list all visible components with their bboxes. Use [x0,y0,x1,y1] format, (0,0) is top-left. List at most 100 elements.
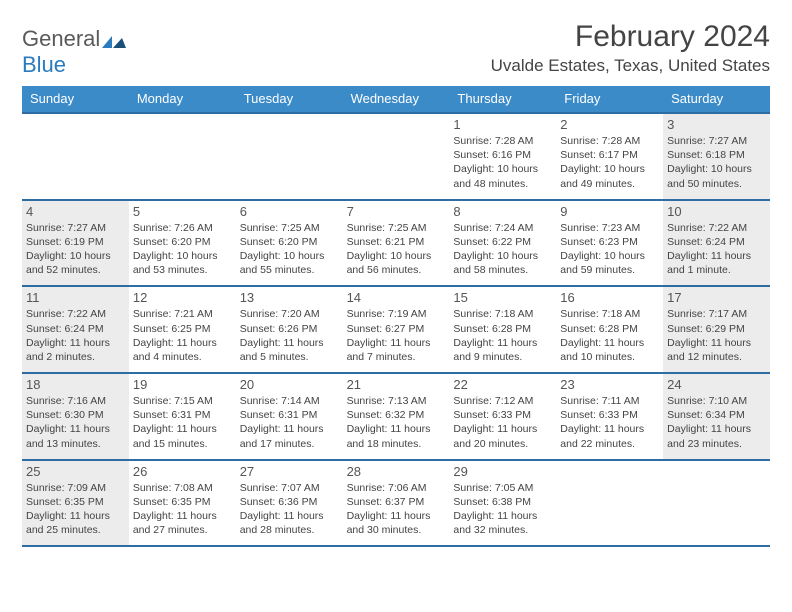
week-row: 18Sunrise: 7:16 AMSunset: 6:30 PMDayligh… [22,372,770,459]
day-detail-sunrise: Sunrise: 7:18 AM [453,307,552,321]
day-detail-sunrise: Sunrise: 7:22 AM [667,221,766,235]
day-number: 17 [667,290,766,305]
day-cell: 25Sunrise: 7:09 AMSunset: 6:35 PMDayligh… [22,461,129,546]
day-detail-dl2: and 2 minutes. [26,350,125,364]
day-detail-dl2: and 10 minutes. [560,350,659,364]
day-detail-dl2: and 52 minutes. [26,263,125,277]
day-cell: 22Sunrise: 7:12 AMSunset: 6:33 PMDayligh… [449,374,556,459]
day-cell: 7Sunrise: 7:25 AMSunset: 6:21 PMDaylight… [343,201,450,286]
day-detail-sunset: Sunset: 6:31 PM [240,408,339,422]
day-detail-dl1: Daylight: 11 hours [347,422,446,436]
logo-text-wrap: General Blue [22,26,128,78]
day-detail-dl1: Daylight: 11 hours [667,249,766,263]
day-detail-sunset: Sunset: 6:27 PM [347,322,446,336]
day-detail-sunrise: Sunrise: 7:17 AM [667,307,766,321]
day-cell-blank [663,461,770,546]
day-detail-dl2: and 59 minutes. [560,263,659,277]
day-detail-sunset: Sunset: 6:35 PM [26,495,125,509]
day-detail-dl2: and 50 minutes. [667,177,766,191]
day-cell-blank [343,114,450,199]
day-cell: 17 Sunrise: 7:17 AMSunset: 6:29 PMDayligh… [663,287,770,372]
day-detail-dl2: and 13 minutes. [26,437,125,451]
day-cell: 9Sunrise: 7:23 AMSunset: 6:23 PMDaylight… [556,201,663,286]
day-detail-dl2: and 53 minutes. [133,263,232,277]
day-cell: 18Sunrise: 7:16 AMSunset: 6:30 PMDayligh… [22,374,129,459]
day-detail-sunrise: Sunrise: 7:20 AM [240,307,339,321]
day-cell: 5Sunrise: 7:26 AMSunset: 6:20 PMDaylight… [129,201,236,286]
day-detail-dl1: Daylight: 11 hours [453,509,552,523]
day-number: 10 [667,204,766,219]
day-detail-sunset: Sunset: 6:23 PM [560,235,659,249]
day-detail-dl2: and 4 minutes. [133,350,232,364]
day-detail-sunrise: Sunrise: 7:19 AM [347,307,446,321]
day-number: 2 [560,117,659,132]
weekday-header: Monday [129,86,236,112]
day-detail-sunrise: Sunrise: 7:08 AM [133,481,232,495]
day-cell: 23Sunrise: 7:11 AMSunset: 6:33 PMDayligh… [556,374,663,459]
day-cell: 29Sunrise: 7:05 AMSunset: 6:38 PMDayligh… [449,461,556,546]
day-detail-sunrise: Sunrise: 7:15 AM [133,394,232,408]
day-cell: 2Sunrise: 7:28 AMSunset: 6:17 PMDaylight… [556,114,663,199]
day-number: 16 [560,290,659,305]
day-number: 4 [26,204,125,219]
day-cell: 24Sunrise: 7:10 AMSunset: 6:34 PMDayligh… [663,374,770,459]
day-cell: 1Sunrise: 7:28 AMSunset: 6:16 PMDaylight… [449,114,556,199]
day-detail-dl2: and 49 minutes. [560,177,659,191]
day-detail-sunset: Sunset: 6:36 PM [240,495,339,509]
week-row: 1Sunrise: 7:28 AMSunset: 6:16 PMDaylight… [22,112,770,199]
day-detail-dl2: and 7 minutes. [347,350,446,364]
day-number: 19 [133,377,232,392]
day-cell: 6Sunrise: 7:25 AMSunset: 6:20 PMDaylight… [236,201,343,286]
week-row: 11Sunrise: 7:22 AMSunset: 6:24 PMDayligh… [22,285,770,372]
day-cell: 28Sunrise: 7:06 AMSunset: 6:37 PMDayligh… [343,461,450,546]
day-detail-sunrise: Sunrise: 7:27 AM [26,221,125,235]
day-detail-sunset: Sunset: 6:33 PM [560,408,659,422]
day-detail-sunset: Sunset: 6:29 PM [667,322,766,336]
day-detail-dl2: and 15 minutes. [133,437,232,451]
day-number: 22 [453,377,552,392]
day-detail-sunrise: Sunrise: 7:06 AM [347,481,446,495]
day-detail-dl1: Daylight: 11 hours [26,422,125,436]
day-detail-dl2: and 56 minutes. [347,263,446,277]
day-detail-dl1: Daylight: 11 hours [133,422,232,436]
day-number: 28 [347,464,446,479]
day-detail-dl1: Daylight: 11 hours [240,336,339,350]
logo: General Blue [22,26,128,78]
day-detail-dl2: and 23 minutes. [667,437,766,451]
day-detail-sunset: Sunset: 6:37 PM [347,495,446,509]
day-detail-sunrise: Sunrise: 7:11 AM [560,394,659,408]
day-detail-sunrise: Sunrise: 7:26 AM [133,221,232,235]
day-detail-sunset: Sunset: 6:24 PM [667,235,766,249]
day-number: 14 [347,290,446,305]
weekday-header: Friday [556,86,663,112]
day-cell: 20Sunrise: 7:14 AMSunset: 6:31 PMDayligh… [236,374,343,459]
day-detail-sunset: Sunset: 6:31 PM [133,408,232,422]
day-cell: 8Sunrise: 7:24 AMSunset: 6:22 PMDaylight… [449,201,556,286]
location: Uvalde Estates, Texas, United States [491,56,770,76]
day-detail-sunrise: Sunrise: 7:21 AM [133,307,232,321]
day-detail-dl1: Daylight: 11 hours [133,336,232,350]
day-detail-sunrise: Sunrise: 7:16 AM [26,394,125,408]
day-detail-dl1: Daylight: 11 hours [453,422,552,436]
day-detail-dl1: Daylight: 11 hours [667,336,766,350]
day-detail-dl1: Daylight: 10 hours [133,249,232,263]
day-detail-sunrise: Sunrise: 7:10 AM [667,394,766,408]
day-detail-sunset: Sunset: 6:28 PM [560,322,659,336]
weekday-header: Saturday [663,86,770,112]
day-number: 23 [560,377,659,392]
day-detail-sunrise: Sunrise: 7:25 AM [347,221,446,235]
day-detail-dl1: Daylight: 10 hours [667,162,766,176]
day-detail-dl2: and 32 minutes. [453,523,552,537]
bottom-rule [22,545,770,547]
week-row: 4Sunrise: 7:27 AMSunset: 6:19 PMDaylight… [22,199,770,286]
day-detail-dl2: and 9 minutes. [453,350,552,364]
day-number: 3 [667,117,766,132]
day-detail-sunset: Sunset: 6:26 PM [240,322,339,336]
weekday-header-row: SundayMondayTuesdayWednesdayThursdayFrid… [22,86,770,112]
day-detail-sunset: Sunset: 6:20 PM [240,235,339,249]
logo-text-blue: Blue [22,52,128,78]
day-cell: 14Sunrise: 7:19 AMSunset: 6:27 PMDayligh… [343,287,450,372]
day-detail-dl1: Daylight: 10 hours [240,249,339,263]
day-number: 29 [453,464,552,479]
day-number: 27 [240,464,339,479]
